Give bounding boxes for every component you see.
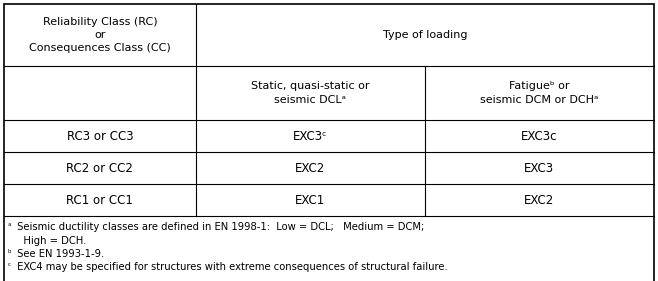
Text: EXC3c: EXC3c: [521, 130, 557, 142]
Text: EXC1: EXC1: [295, 194, 325, 207]
Text: See EN 1993-1-9.: See EN 1993-1-9.: [14, 249, 104, 259]
Text: RC2 or CC2: RC2 or CC2: [66, 162, 134, 175]
Text: Static, quasi-static or
seismic DCLᵃ: Static, quasi-static or seismic DCLᵃ: [251, 81, 369, 105]
Text: ᵃ: ᵃ: [8, 222, 11, 231]
Text: ᵇ: ᵇ: [8, 249, 12, 258]
Text: Type of loading: Type of loading: [382, 30, 467, 40]
Text: EXC2: EXC2: [295, 162, 325, 175]
Text: Seismic ductility classes are defined in EN 1998-1:  Low = DCL;   Medium = DCM;: Seismic ductility classes are defined in…: [14, 222, 424, 232]
Text: Fatigueᵇ or
seismic DCM or DCHᵃ: Fatigueᵇ or seismic DCM or DCHᵃ: [480, 81, 599, 105]
Text: ᶜ: ᶜ: [8, 262, 11, 271]
Text: High = DCH.: High = DCH.: [14, 235, 86, 246]
Text: RC3 or CC3: RC3 or CC3: [66, 130, 133, 142]
Text: EXC3ᶜ: EXC3ᶜ: [293, 130, 328, 142]
Text: EXC3: EXC3: [524, 162, 554, 175]
Text: EXC4 may be specified for structures with extreme consequences of structural fai: EXC4 may be specified for structures wit…: [14, 262, 447, 273]
Text: Reliability Class (RC)
or
Consequences Class (CC): Reliability Class (RC) or Consequences C…: [29, 17, 170, 53]
Text: EXC2: EXC2: [524, 194, 555, 207]
Text: RC1 or CC1: RC1 or CC1: [66, 194, 134, 207]
